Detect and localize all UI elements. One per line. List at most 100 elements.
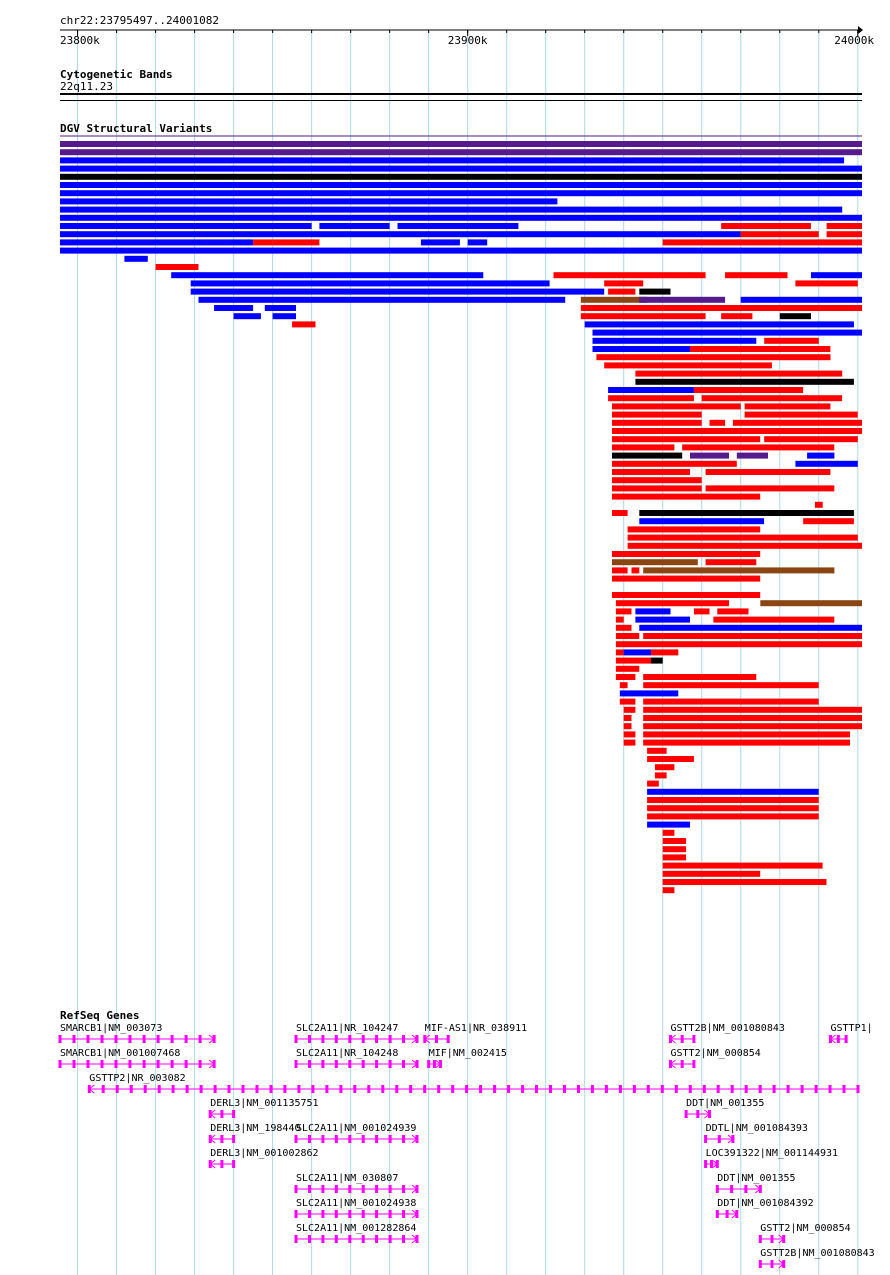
sv-feature-red[interactable] bbox=[612, 419, 702, 426]
sv-feature-red[interactable] bbox=[627, 534, 858, 541]
sv-feature-blue[interactable] bbox=[647, 821, 690, 828]
sv-feature-red[interactable] bbox=[643, 633, 862, 639]
sv-feature-red[interactable] bbox=[705, 559, 757, 566]
sv-feature-red[interactable] bbox=[615, 624, 632, 631]
sv-feature-red[interactable] bbox=[612, 551, 761, 557]
sv-feature-blue[interactable] bbox=[584, 321, 854, 328]
sv-feature-blue[interactable] bbox=[592, 337, 757, 344]
gene-feature[interactable]: SLC2A11|NM_001024938 bbox=[294, 1198, 419, 1219]
gene-feature[interactable]: DERL3|NM_001002862 bbox=[208, 1148, 319, 1169]
sv-feature-red[interactable] bbox=[596, 354, 831, 361]
sv-feature-purple[interactable] bbox=[60, 149, 862, 156]
sv-feature-red[interactable] bbox=[612, 460, 737, 467]
sv-feature-red[interactable] bbox=[693, 387, 804, 393]
sv-feature-red[interactable] bbox=[612, 411, 702, 418]
sv-feature-red[interactable] bbox=[627, 526, 761, 533]
sv-feature-blue[interactable] bbox=[60, 206, 843, 213]
sv-feature-red[interactable] bbox=[615, 649, 624, 656]
gene-feature[interactable]: SLC2A11|NR_104248 bbox=[294, 1048, 419, 1069]
sv-feature-red[interactable] bbox=[612, 428, 862, 434]
sv-feature-blue[interactable] bbox=[60, 190, 862, 197]
sv-feature-black[interactable] bbox=[639, 510, 854, 516]
sv-feature-blue[interactable] bbox=[233, 313, 261, 320]
sv-feature-red[interactable] bbox=[744, 411, 858, 418]
sv-feature-red[interactable] bbox=[647, 756, 694, 762]
sv-feature-red[interactable] bbox=[292, 321, 316, 328]
sv-feature-red[interactable] bbox=[721, 223, 811, 229]
sv-feature-blue[interactable] bbox=[639, 518, 765, 525]
sv-feature-red[interactable] bbox=[643, 723, 862, 730]
sv-feature-blue[interactable] bbox=[467, 239, 488, 246]
sv-feature-red[interactable] bbox=[608, 395, 694, 402]
gene-feature[interactable]: DDT|NM_001084392 bbox=[715, 1198, 814, 1219]
gene-feature[interactable]: GSTTP2|NR_003082 bbox=[87, 1073, 860, 1094]
sv-feature-blue[interactable] bbox=[592, 346, 691, 352]
sv-feature-blue[interactable] bbox=[198, 296, 566, 303]
cyto-track-title[interactable]: Cytogenetic Bands bbox=[60, 68, 173, 81]
sv-feature-red[interactable] bbox=[662, 854, 687, 861]
sv-feature-blue[interactable] bbox=[190, 280, 550, 287]
sv-feature-red[interactable] bbox=[612, 403, 741, 410]
sv-feature-blue[interactable] bbox=[608, 387, 694, 393]
sv-feature-blue[interactable] bbox=[740, 296, 862, 303]
gene-feature[interactable]: GSTT2|NM_000854 bbox=[669, 1048, 761, 1069]
sv-feature-red[interactable] bbox=[612, 493, 761, 500]
sv-feature-red[interactable] bbox=[740, 231, 819, 238]
gene-feature[interactable]: LOC391322|NM_001144931 bbox=[704, 1148, 838, 1169]
sv-feature-red[interactable] bbox=[635, 370, 843, 377]
sv-feature-black[interactable] bbox=[612, 452, 683, 459]
gene-feature[interactable]: GSTTP1| bbox=[829, 1023, 873, 1044]
sv-feature-red[interactable] bbox=[732, 419, 862, 426]
gene-feature[interactable]: GSTT2|NM_000854 bbox=[758, 1223, 851, 1244]
sv-feature-red[interactable] bbox=[662, 887, 675, 894]
sv-feature-red[interactable] bbox=[709, 419, 726, 426]
sv-feature-red[interactable] bbox=[612, 575, 761, 582]
sv-feature-red[interactable] bbox=[701, 395, 843, 402]
sv-feature-red[interactable] bbox=[721, 313, 753, 320]
sv-feature-red[interactable] bbox=[253, 239, 273, 246]
sv-feature-blue[interactable] bbox=[319, 223, 390, 229]
sv-feature-red[interactable] bbox=[647, 805, 819, 812]
sv-feature-red[interactable] bbox=[612, 477, 702, 484]
gene-feature[interactable]: DDTL|NM_001084393 bbox=[704, 1123, 808, 1144]
sv-feature-red[interactable] bbox=[643, 739, 850, 746]
sv-feature-red[interactable] bbox=[553, 272, 706, 279]
sv-feature-red[interactable] bbox=[643, 682, 819, 689]
sv-feature-red[interactable] bbox=[643, 715, 862, 721]
sv-feature-red[interactable] bbox=[615, 600, 729, 607]
sv-feature-red[interactable] bbox=[693, 608, 710, 615]
gene-feature[interactable]: SMARCB1|NM_001007468 bbox=[58, 1048, 216, 1069]
sv-feature-red[interactable] bbox=[795, 280, 858, 287]
sv-feature-red[interactable] bbox=[612, 444, 675, 451]
sv-feature-blue[interactable] bbox=[124, 255, 148, 262]
sv-feature-red[interactable] bbox=[272, 239, 320, 246]
sv-feature-blue[interactable] bbox=[60, 247, 862, 254]
sv-feature-blue[interactable] bbox=[272, 313, 296, 320]
sv-feature-blue[interactable] bbox=[795, 460, 858, 467]
sv-feature-red[interactable] bbox=[615, 674, 636, 680]
gene-feature[interactable]: SLC2A11|NM_001024939 bbox=[294, 1123, 419, 1144]
sv-feature-blue[interactable] bbox=[190, 288, 605, 295]
gene-feature[interactable]: SLC2A11|NR_104247 bbox=[294, 1023, 419, 1044]
sv-feature-blue[interactable] bbox=[592, 329, 863, 336]
sv-feature-red[interactable] bbox=[615, 633, 640, 639]
sv-feature-red[interactable] bbox=[647, 747, 667, 754]
sv-feature-red[interactable] bbox=[643, 731, 850, 738]
sv-feature-red[interactable] bbox=[744, 403, 831, 410]
sv-feature-red[interactable] bbox=[615, 657, 651, 664]
sv-feature-blue[interactable] bbox=[635, 616, 690, 623]
sv-feature-red[interactable] bbox=[612, 436, 761, 443]
sv-feature-red[interactable] bbox=[612, 592, 761, 598]
sv-feature-red[interactable] bbox=[662, 838, 687, 844]
gene-feature[interactable]: MIF|NM_002415 bbox=[427, 1048, 507, 1069]
sv-feature-red[interactable] bbox=[580, 313, 706, 320]
sv-feature-red[interactable] bbox=[654, 764, 675, 771]
sv-feature-brown[interactable] bbox=[580, 296, 648, 303]
sv-feature-red[interactable] bbox=[615, 608, 632, 615]
refseq-track-title[interactable]: RefSeq Genes bbox=[60, 1009, 139, 1022]
sv-feature-red[interactable] bbox=[705, 485, 835, 492]
sv-feature-red[interactable] bbox=[619, 698, 636, 705]
sv-feature-blue[interactable] bbox=[264, 305, 296, 311]
sv-feature-red[interactable] bbox=[725, 272, 788, 279]
sv-feature-blue[interactable] bbox=[420, 239, 460, 246]
